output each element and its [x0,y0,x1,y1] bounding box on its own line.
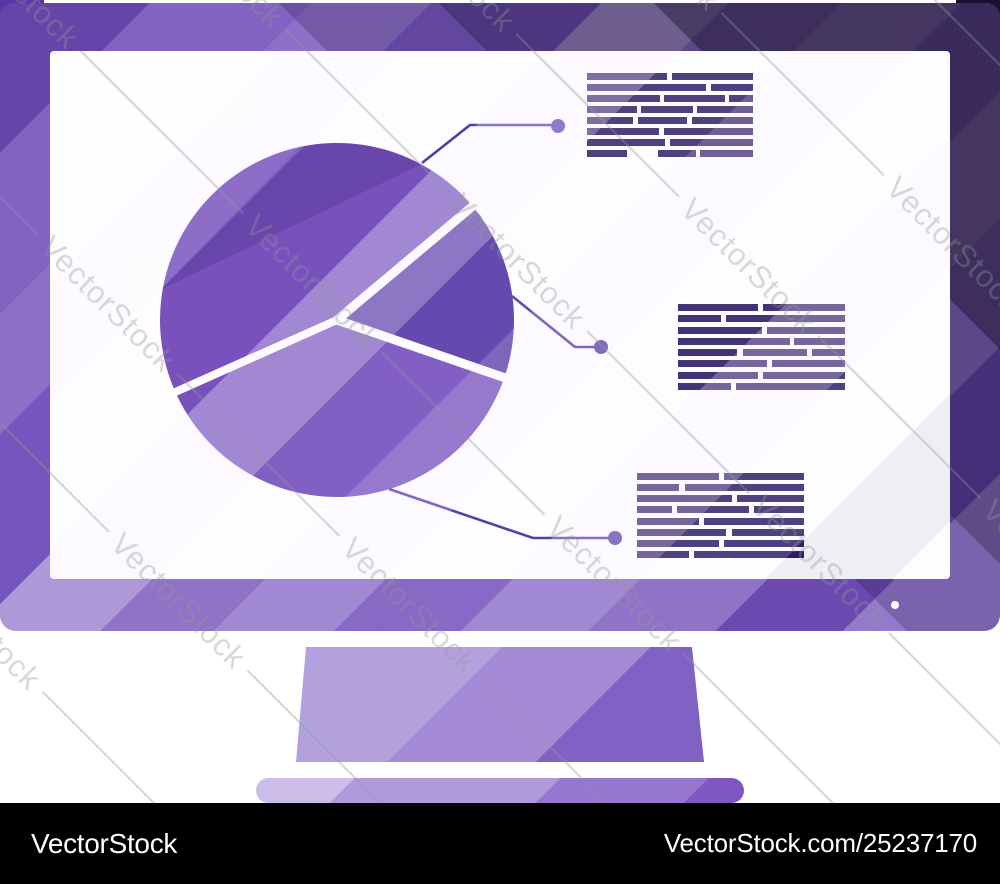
monitor-screen [50,51,950,579]
text-bar [587,128,660,135]
text-bar [678,360,767,368]
text-bar [699,150,753,157]
text-bar [664,95,725,102]
callout-dot [608,531,622,545]
text-bar [587,84,706,91]
callout-dot [594,340,608,354]
watermark-line [888,632,1000,796]
callout-line [511,294,594,349]
pie-gap [335,315,524,389]
text-bar [672,73,753,80]
pie-gap [156,316,339,404]
text-bar [637,517,699,525]
text-bar [670,139,753,146]
text-bar [637,528,726,536]
text-bar [737,495,804,503]
watermark-footer-bar: VectorStock VectorStock.com/25237170 [0,803,1000,884]
annotation-text-block [587,73,753,157]
text-bar [794,337,845,345]
text-bar [678,371,759,379]
text-bar [726,315,845,323]
text-bar [697,106,753,113]
text-bar [637,539,719,547]
text-bar [723,539,804,547]
annotation-text-block [637,473,804,558]
callout-dot [551,119,565,133]
text-bar [723,473,804,480]
text-bar [637,484,679,492]
text-bar [678,383,732,390]
text-bar [664,128,753,135]
text-bar [693,551,804,558]
footer-url: VectorStock.com/25237170 [663,828,977,858]
text-bar [587,117,634,124]
text-bar [637,117,687,124]
text-bar [691,117,753,124]
text-bar [767,326,845,334]
text-bar [678,349,738,357]
callout-line [421,123,551,165]
text-bar [763,304,845,311]
text-bar [640,106,694,113]
pie-gap [334,190,491,324]
text-bar [678,326,762,334]
text-bar [771,360,845,368]
text-bar [736,383,845,390]
text-bar [677,506,749,514]
slice-bottom [175,320,505,498]
text-bar [710,84,753,91]
text-bar [732,528,804,536]
annotation-text-block [678,304,845,390]
text-bar [637,495,733,503]
footer-brand: VectorStock [31,827,178,859]
text-bar [678,315,722,323]
text-bar [678,304,759,311]
text-bar [637,551,689,558]
text-bar [763,371,845,379]
text-bar [678,337,790,345]
text-bar [753,506,804,514]
text-bar [587,150,627,157]
text-bar [637,473,719,480]
text-bar [637,506,673,514]
text-bar [587,73,667,80]
text-bar [658,150,696,157]
monitor-base [256,778,744,803]
text-bar [587,106,637,113]
callout-line [388,487,608,540]
power-indicator-dot [891,601,899,609]
pie-shade-band [160,143,514,290]
text-bar [587,95,661,102]
text-bar [703,517,804,525]
text-bar [587,139,666,146]
monitor-stand [296,647,704,762]
text-bar [811,349,845,357]
text-bar [685,484,804,492]
text-bar [743,349,807,357]
text-bar [728,95,753,102]
pie-chart [156,119,622,545]
slice-left [160,142,473,392]
